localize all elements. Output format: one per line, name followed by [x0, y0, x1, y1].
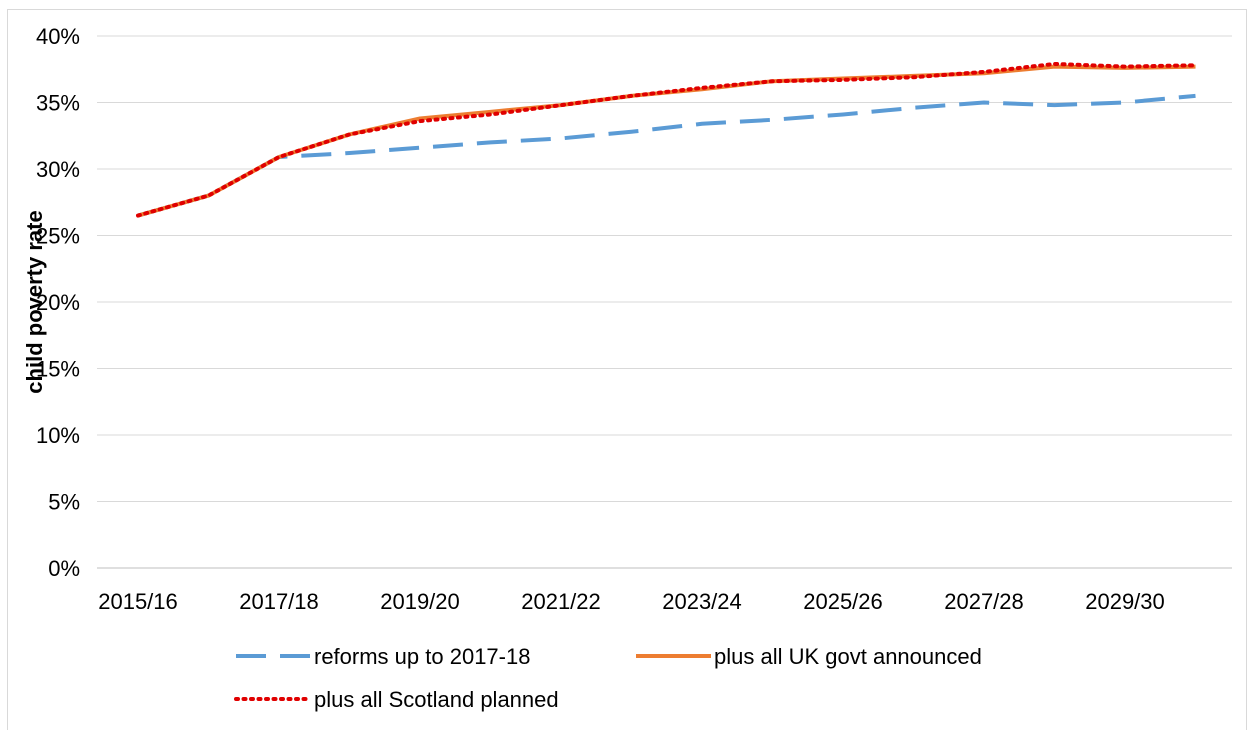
x-tick-label: 2017/18	[239, 589, 319, 614]
y-tick-label: 35%	[36, 91, 80, 116]
chart-frame	[7, 9, 1247, 730]
y-tick-label: 10%	[36, 423, 80, 448]
y-axis-title: child poverty rate	[22, 210, 47, 393]
y-tick-label: 20%	[36, 290, 80, 315]
legend-label-3: plus all Scotland planned	[314, 687, 559, 712]
x-tick-label: 2029/30	[1085, 589, 1165, 614]
x-tick-label: 2025/26	[803, 589, 883, 614]
y-tick-label: 0%	[48, 556, 80, 581]
y-tick-label: 30%	[36, 157, 80, 182]
legend-label-1: reforms up to 2017-18	[314, 644, 530, 669]
x-tick-label: 2027/28	[944, 589, 1024, 614]
series-line-2	[137, 64, 1196, 218]
x-axis-ticks: 2015/16 2017/18 2019/20 2021/22 2023/24 2025/…	[98, 589, 1165, 614]
y-tick-label: 25%	[36, 224, 80, 249]
y-axis-ticks: 0% 5% 10% 15% 20% 25% 30% 35% 40%	[36, 24, 80, 581]
x-tick-label: 2015/16	[98, 589, 178, 614]
series-line-1	[137, 93, 1196, 218]
x-tick-label: 2023/24	[662, 589, 742, 614]
y-tick-label: 5%	[48, 490, 80, 515]
series-line-3	[136, 61, 1198, 218]
series-lines	[136, 61, 1198, 218]
legend-label-2: plus all UK govt announced	[714, 644, 982, 669]
x-tick-label: 2019/20	[380, 589, 460, 614]
y-tick-label: 15%	[36, 357, 80, 382]
legend: reforms up to 2017-18 plus all UK govt an…	[234, 644, 982, 712]
y-tick-label: 40%	[36, 24, 80, 49]
gridlines	[97, 35, 1232, 569]
x-tick-label: 2021/22	[521, 589, 601, 614]
